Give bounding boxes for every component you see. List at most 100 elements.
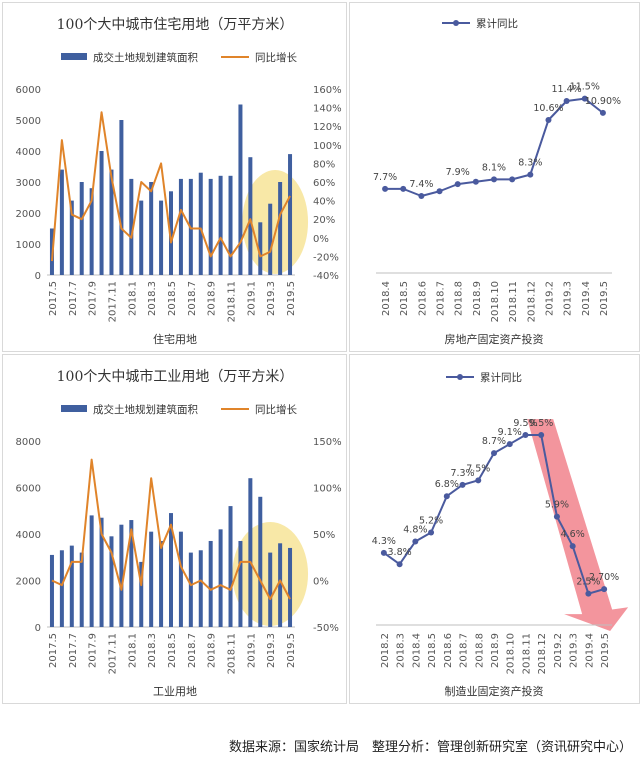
bar bbox=[59, 169, 64, 275]
x-tick-label: 2018.11 bbox=[508, 281, 519, 322]
data-label: 9.5% bbox=[513, 418, 537, 429]
data-label: 4.8% bbox=[403, 525, 427, 536]
bar bbox=[99, 151, 104, 275]
x-tick-label: 2017.7 bbox=[68, 281, 79, 316]
x-axis-title: 住宅用地 bbox=[153, 332, 197, 346]
data-point bbox=[443, 493, 450, 500]
bar bbox=[288, 154, 293, 275]
x-tick-label: 2018.9 bbox=[472, 281, 483, 316]
bar bbox=[268, 552, 273, 627]
x-tick-label: 2019.3 bbox=[569, 633, 580, 668]
real-estate-investment-chart: 累计同比 7.7% 7.4% 7.9% 8.1% 8.3% 10.6% 11.4%11.5% 1… bbox=[373, 17, 621, 346]
x-tick-label: 2017.9 bbox=[88, 633, 99, 668]
data-label: 2.5% bbox=[576, 577, 600, 588]
y-tick-label: 8000 bbox=[16, 437, 41, 448]
x-tick-label: 2019.5 bbox=[599, 281, 610, 316]
data-label: 7.7% bbox=[373, 172, 397, 183]
y-tick-label: 2000 bbox=[16, 209, 41, 220]
x-tick-label: 2019.2 bbox=[553, 633, 564, 668]
source-note: 数据来源：国家统计局 整理分析：管理创新研究室（资讯研究中心） bbox=[228, 740, 632, 755]
data-point bbox=[509, 176, 516, 183]
y2-tick-label: 20% bbox=[313, 215, 335, 226]
legend-line-label: 同比增长 bbox=[255, 51, 297, 64]
legend-bar-label: 成交土地规划建筑面积 bbox=[93, 403, 198, 416]
data-label: 9.5% bbox=[529, 418, 553, 429]
bar bbox=[278, 182, 283, 275]
chart-title: 累计同比 bbox=[476, 17, 518, 30]
data-label: 7.3% bbox=[450, 468, 474, 479]
legend-line-label: 同比增长 bbox=[255, 403, 297, 416]
y2-tick-label: 0% bbox=[313, 577, 329, 588]
y2-tick-label: 160% bbox=[313, 85, 342, 96]
x-tick-label: 2018.7 bbox=[436, 281, 447, 316]
bar bbox=[248, 478, 253, 627]
data-point bbox=[601, 586, 608, 593]
y2-tick-label: 40% bbox=[313, 197, 335, 208]
bar bbox=[198, 550, 203, 627]
x-tick-label: 2018.5 bbox=[399, 281, 410, 316]
y-tick-label: 6000 bbox=[16, 85, 41, 96]
bar bbox=[99, 517, 104, 627]
x-tick-label: 2018.8 bbox=[454, 281, 465, 316]
data-point bbox=[428, 529, 435, 536]
bar bbox=[89, 515, 94, 627]
data-point bbox=[491, 450, 497, 457]
x-tick-label: 2018.9 bbox=[490, 633, 501, 668]
data-label: 6.8% bbox=[435, 479, 459, 490]
residential-land-panel: 100个大中城市住宅用地（万平方米） 成交土地规划建筑面积 同比增长 0 1000 200… bbox=[2, 2, 347, 352]
data-point bbox=[581, 95, 588, 102]
y-tick-label: 3000 bbox=[16, 178, 41, 189]
y2-tick-label: -20% bbox=[313, 252, 339, 263]
bar bbox=[218, 529, 223, 627]
x-tick-label: 2019.5 bbox=[600, 633, 611, 668]
data-label: 8.7% bbox=[482, 436, 506, 447]
x-tick-label: 2018.5 bbox=[167, 281, 178, 316]
bar bbox=[149, 182, 154, 275]
data-point bbox=[475, 477, 482, 484]
data-label: 7.4% bbox=[409, 179, 433, 190]
x-tick-label: 2018.4 bbox=[411, 633, 422, 668]
y-tick-label: 6000 bbox=[16, 484, 41, 495]
y2-tick-label: 60% bbox=[313, 178, 335, 189]
data-label: 11.4% bbox=[552, 84, 582, 95]
bar bbox=[139, 561, 144, 627]
bar bbox=[258, 496, 263, 627]
data-point bbox=[436, 188, 443, 195]
bar bbox=[69, 200, 74, 275]
y2-tick-label: -50% bbox=[313, 623, 339, 634]
x-tick-label: 2018.5 bbox=[167, 633, 178, 668]
x-axis-title: 房地产固定资产投资 bbox=[445, 332, 544, 346]
y-tick-label: 1000 bbox=[16, 240, 41, 251]
bar bbox=[169, 513, 173, 627]
legend-marker bbox=[453, 20, 459, 26]
data-point bbox=[563, 98, 570, 104]
bar bbox=[119, 524, 124, 627]
manufacturing-investment-chart: 累计同比 4.3%3.8% 4.8%5.2% 6.8%7.3%7.5% 8.7%9.1%… bbox=[372, 371, 629, 698]
x-tick-label: 2018.2 bbox=[380, 633, 391, 668]
x-tick-label: 2019.3 bbox=[563, 281, 574, 316]
bar bbox=[208, 178, 213, 275]
data-point bbox=[454, 181, 461, 188]
x-tick-label: 2018.3 bbox=[147, 633, 158, 668]
bar bbox=[198, 172, 203, 275]
x-tick-label: 2018.7 bbox=[187, 281, 198, 316]
growth-line bbox=[50, 111, 291, 262]
bar bbox=[79, 552, 84, 627]
x-tick-label: 2019.4 bbox=[581, 281, 592, 316]
bar bbox=[109, 536, 114, 627]
bar bbox=[228, 506, 233, 627]
residential-land-chart: 100个大中城市住宅用地（万平方米） 成交土地规划建筑面积 同比增长 0 1000 200… bbox=[16, 16, 342, 346]
x-tick-label: 2019.4 bbox=[584, 633, 595, 668]
y2-tick-label: 120% bbox=[313, 122, 342, 133]
x-axis-title: 制造业固定资产投资 bbox=[445, 684, 544, 698]
bar bbox=[129, 178, 134, 275]
x-tick-label: 2018.7 bbox=[459, 633, 470, 668]
data-point bbox=[585, 590, 592, 597]
data-point bbox=[527, 171, 534, 178]
industrial-land-chart: 100个大中城市工业用地（万平方米） 成交土地规划建筑面积 同比增长 0 2000 400… bbox=[16, 368, 342, 698]
y-tick-label: 4000 bbox=[16, 147, 41, 158]
bar bbox=[228, 175, 233, 275]
x-tick-label: 2018.5 bbox=[427, 633, 438, 668]
x-tick-label: 2018.3 bbox=[396, 633, 407, 668]
bar bbox=[169, 191, 173, 275]
